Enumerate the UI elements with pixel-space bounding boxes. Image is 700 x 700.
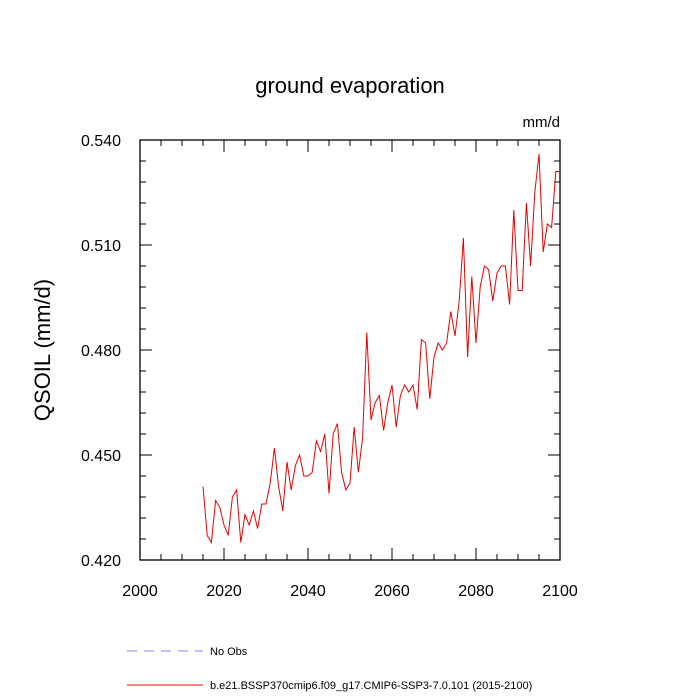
x-axis-ticks: 2000 2020 2040 2060 2080 2100 <box>122 140 578 600</box>
series-lines <box>202 153 560 545</box>
x-tick-label: 2080 <box>458 583 494 600</box>
y-axis-label: QSOIL (mm/d) <box>30 279 55 421</box>
y-tick-label: 0.420 <box>81 553 121 570</box>
x-tick-label: 2040 <box>290 583 326 600</box>
units-label: mm/d <box>523 114 561 131</box>
y-tick-label: 0.540 <box>81 133 121 150</box>
y-axis-ticks: 0.420 0.450 0.480 0.510 0.540 <box>81 133 560 570</box>
y-tick-label: 0.480 <box>81 343 121 360</box>
series-line-0 <box>202 153 560 545</box>
legend: No Obs b.e21.BSSP370cmip6.f09_g17.CMIP6-… <box>127 646 532 692</box>
chart-title: ground evaporation <box>255 73 445 98</box>
y-tick-label: 0.450 <box>81 448 121 465</box>
x-tick-label: 2000 <box>122 583 158 600</box>
x-tick-label: 2020 <box>206 583 242 600</box>
legend-label-ssp370: b.e21.BSSP370cmip6.f09_g17.CMIP6-SSP3-7.… <box>210 680 532 692</box>
plot-frame <box>139 139 561 561</box>
x-tick-label: 2060 <box>374 583 410 600</box>
legend-label-no-obs: No Obs <box>210 646 248 658</box>
x-tick-label: 2100 <box>542 583 578 600</box>
y-tick-label: 0.510 <box>81 238 121 255</box>
